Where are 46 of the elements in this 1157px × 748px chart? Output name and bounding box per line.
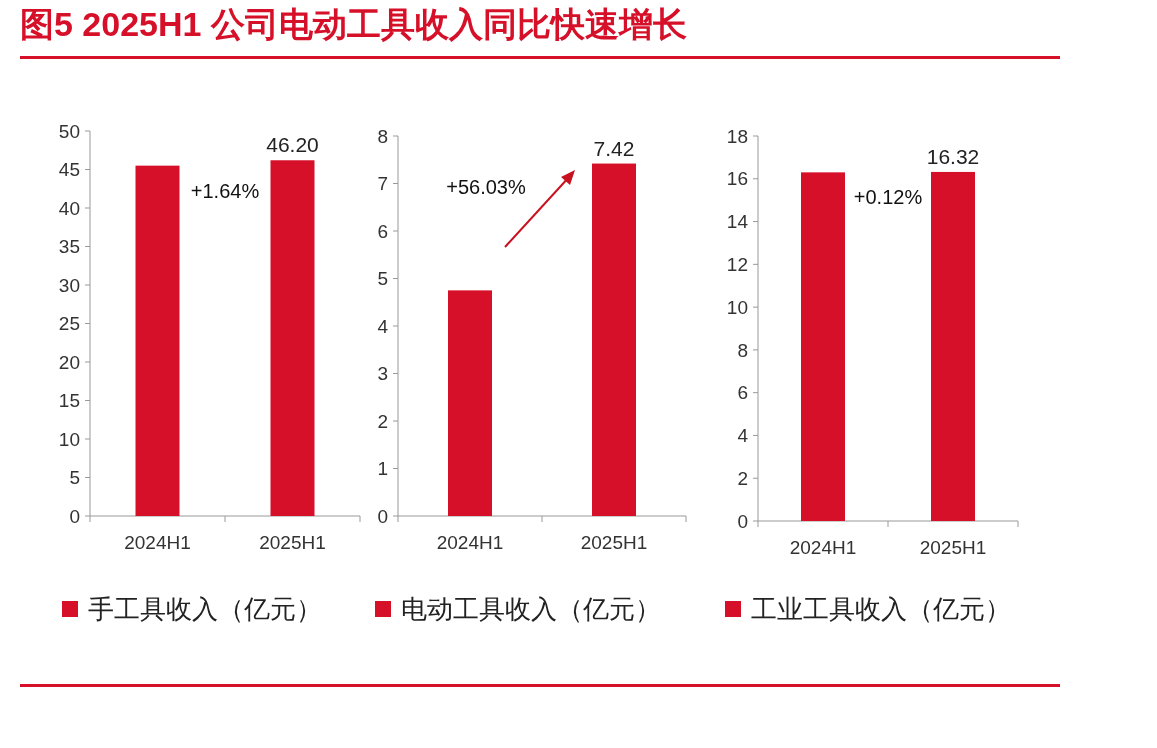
annotation: +0.12% — [853, 186, 923, 209]
y-tick-label: 50 — [58, 120, 80, 142]
y-tick-label: 2 — [737, 467, 748, 489]
data-label: 16.32 — [926, 144, 980, 168]
y-tick-label: 8 — [737, 339, 748, 361]
x-tick-label: 2024H1 — [789, 537, 857, 558]
data-label: 7.42 — [593, 136, 635, 160]
y-tick-label: 25 — [58, 313, 80, 335]
legend-label: 电动工具收入（亿元） — [401, 594, 661, 625]
legend-label: 手工具收入（亿元） — [88, 594, 322, 625]
x-tick-label: 2025H1 — [580, 532, 648, 553]
y-tick-label: 0 — [377, 505, 388, 527]
y-tick-label: 5 — [69, 467, 80, 489]
data-label: 46.20 — [266, 133, 319, 157]
annotation: +1.64% — [190, 179, 260, 202]
y-tick-label: 16 — [726, 168, 748, 190]
y-tick-label: 4 — [377, 315, 389, 337]
y-tick-label: 4 — [737, 425, 749, 447]
y-tick-label: 2 — [377, 410, 388, 432]
y-tick-label: 40 — [58, 197, 80, 219]
y-tick-label: 30 — [58, 274, 80, 296]
y-tick-label: 35 — [58, 236, 80, 258]
y-tick-label: 20 — [58, 351, 80, 373]
y-tick-label: 18 — [726, 125, 748, 147]
y-tick-label: 0 — [69, 505, 80, 527]
y-tick-label: 0 — [737, 510, 748, 532]
y-tick-label: 7 — [377, 173, 388, 195]
y-tick-label: 10 — [58, 428, 80, 450]
y-tick-label: 10 — [726, 296, 748, 318]
y-tick-label: 45 — [58, 159, 80, 181]
x-tick-label: 2025H1 — [919, 537, 987, 558]
y-tick-label: 1 — [377, 458, 388, 480]
x-tick-label: 2025H1 — [259, 532, 326, 553]
legend-label: 工业工具收入（亿元） — [751, 594, 1011, 625]
y-tick-label: 5 — [377, 268, 388, 290]
x-tick-label: 2024H1 — [124, 532, 191, 553]
y-tick-label: 3 — [377, 363, 388, 385]
y-tick-label: 8 — [377, 125, 388, 147]
annotation: +56.03% — [446, 175, 526, 198]
chart-title: 图5 2025H1 公司电动工具收入同比快速增长 — [20, 5, 687, 43]
y-tick-label: 6 — [377, 220, 388, 242]
y-tick-label: 6 — [737, 382, 748, 404]
y-tick-label: 14 — [726, 211, 749, 233]
y-tick-label: 12 — [726, 253, 748, 275]
y-tick-label: 15 — [58, 390, 80, 412]
x-tick-label: 2024H1 — [436, 532, 504, 553]
